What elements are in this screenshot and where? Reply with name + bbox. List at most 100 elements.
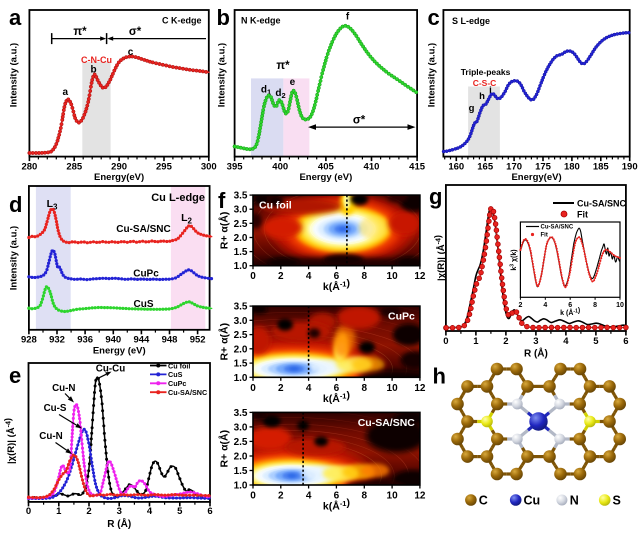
svg-text:5: 5 <box>177 506 183 517</box>
svg-text:290: 290 <box>111 162 127 173</box>
svg-text:1.5: 1.5 <box>234 359 248 370</box>
svg-text:Cu-N: Cu-N <box>52 383 75 394</box>
svg-text:Fit: Fit <box>541 233 548 239</box>
svg-text:d1: d1 <box>261 85 271 97</box>
svg-text:3.5: 3.5 <box>234 191 248 202</box>
svg-text:185: 185 <box>593 162 610 173</box>
svg-text:0: 0 <box>26 506 31 517</box>
svg-text:C-N-Cu: C-N-Cu <box>81 55 112 65</box>
svg-text:L2: L2 <box>181 212 192 226</box>
svg-text:σ*: σ* <box>129 26 142 38</box>
svg-text:Cu-SA/SNC: Cu-SA/SNC <box>116 224 170 235</box>
svg-text:3: 3 <box>117 506 122 517</box>
svg-text:Energy(eV): Energy(eV) <box>94 172 144 183</box>
svg-text:2: 2 <box>518 302 522 309</box>
svg-text:C K-edge: C K-edge <box>162 16 202 26</box>
svg-text:1.0: 1.0 <box>234 481 248 492</box>
svg-text:165: 165 <box>477 162 494 173</box>
svg-text:285: 285 <box>66 162 83 173</box>
svg-text:Cu foil: Cu foil <box>259 200 292 212</box>
svg-text:N K-edge: N K-edge <box>241 16 281 26</box>
svg-text:CuS: CuS <box>168 370 183 379</box>
svg-text:1: 1 <box>473 336 479 347</box>
svg-text:L3: L3 <box>47 198 58 212</box>
svg-text:280: 280 <box>21 162 37 173</box>
svg-text:400: 400 <box>272 162 288 173</box>
svg-text:e: e <box>290 77 296 88</box>
svg-text:6: 6 <box>623 336 628 347</box>
svg-text:Intensity (a.u.): Intensity (a.u.) <box>9 43 20 107</box>
svg-text:8: 8 <box>593 302 597 309</box>
svg-text:190: 190 <box>622 162 638 173</box>
svg-text:Cu: Cu <box>524 494 541 508</box>
svg-text:Energy(eV): Energy(eV) <box>511 172 561 183</box>
svg-text:1: 1 <box>56 506 62 517</box>
svg-text:12: 12 <box>414 383 426 394</box>
svg-text:6: 6 <box>207 506 212 517</box>
svg-text:c: c <box>428 5 440 30</box>
svg-text:a: a <box>9 5 22 30</box>
svg-text:295: 295 <box>156 162 173 173</box>
svg-text:2.0: 2.0 <box>234 233 248 244</box>
svg-text:3.0: 3.0 <box>234 422 248 433</box>
svg-text:10: 10 <box>616 302 624 309</box>
svg-text:1.5: 1.5 <box>234 247 248 258</box>
svg-text:10: 10 <box>387 383 399 394</box>
svg-text:i: i <box>489 85 492 96</box>
svg-text:3: 3 <box>533 336 538 347</box>
svg-text:Triple-peaks: Triple-peaks <box>461 67 511 77</box>
svg-text:e: e <box>9 363 21 388</box>
svg-text:Energy (eV): Energy (eV) <box>93 346 146 357</box>
svg-text:|χ(R)| (Å-4): |χ(R)| (Å-4) <box>433 235 448 281</box>
svg-text:c: c <box>128 47 134 58</box>
svg-text:π*: π* <box>276 60 290 72</box>
svg-text:0: 0 <box>250 491 256 502</box>
svg-text:CuPc: CuPc <box>168 379 186 388</box>
svg-text:Cu-SA/SNC: Cu-SA/SNC <box>577 199 626 209</box>
svg-text:6: 6 <box>334 383 340 394</box>
svg-text:2.0: 2.0 <box>234 344 248 355</box>
svg-text:10: 10 <box>387 271 399 282</box>
svg-text:1.5: 1.5 <box>234 466 248 477</box>
svg-text:2: 2 <box>278 271 284 282</box>
svg-text:4: 4 <box>306 491 312 502</box>
svg-text:2: 2 <box>86 506 91 517</box>
svg-text:Intensity (a.u.): Intensity (a.u.) <box>216 43 227 107</box>
svg-text:Cu-SA/SNC: Cu-SA/SNC <box>358 417 416 429</box>
svg-text:3.5: 3.5 <box>234 302 248 313</box>
svg-text:936: 936 <box>77 335 93 346</box>
svg-text:k3 χ(k): k3 χ(k) <box>510 249 519 270</box>
svg-text:d: d <box>9 192 22 217</box>
svg-text:R+ α(Å): R+ α(Å) <box>218 212 231 250</box>
svg-text:f: f <box>218 188 226 213</box>
svg-text:N: N <box>570 494 579 508</box>
svg-text:300: 300 <box>201 162 217 173</box>
svg-text:928: 928 <box>21 335 37 346</box>
svg-text:160: 160 <box>448 162 464 173</box>
svg-text:Intensity (a.u.): Intensity (a.u.) <box>9 226 20 290</box>
svg-text:932: 932 <box>49 335 65 346</box>
svg-text:3.5: 3.5 <box>234 408 248 419</box>
svg-text:CuPc: CuPc <box>133 269 159 280</box>
svg-text:|χ(R)| (Å-4): |χ(R)| (Å-4) <box>3 418 18 464</box>
svg-text:R (Å): R (Å) <box>107 517 131 530</box>
svg-text:C-S-C: C-S-C <box>473 78 497 88</box>
svg-text:2: 2 <box>278 383 284 394</box>
svg-text:175: 175 <box>535 162 552 173</box>
svg-text:395: 395 <box>227 162 244 173</box>
svg-text:b: b <box>217 5 230 30</box>
svg-text:0: 0 <box>250 383 256 394</box>
svg-text:8: 8 <box>361 271 367 282</box>
svg-text:R+ α(Å): R+ α(Å) <box>218 430 231 468</box>
svg-text:2: 2 <box>503 336 508 347</box>
svg-text:10: 10 <box>387 491 399 502</box>
svg-text:4: 4 <box>147 506 153 517</box>
svg-text:5: 5 <box>593 336 599 347</box>
svg-text:k (Å-1): k (Å-1) <box>560 307 580 317</box>
svg-text:0: 0 <box>443 336 448 347</box>
svg-text:944: 944 <box>133 335 150 346</box>
svg-text:R (Å): R (Å) <box>524 347 548 360</box>
svg-text:CuS: CuS <box>134 299 154 310</box>
svg-text:4: 4 <box>306 271 312 282</box>
svg-text:g: g <box>429 184 442 209</box>
